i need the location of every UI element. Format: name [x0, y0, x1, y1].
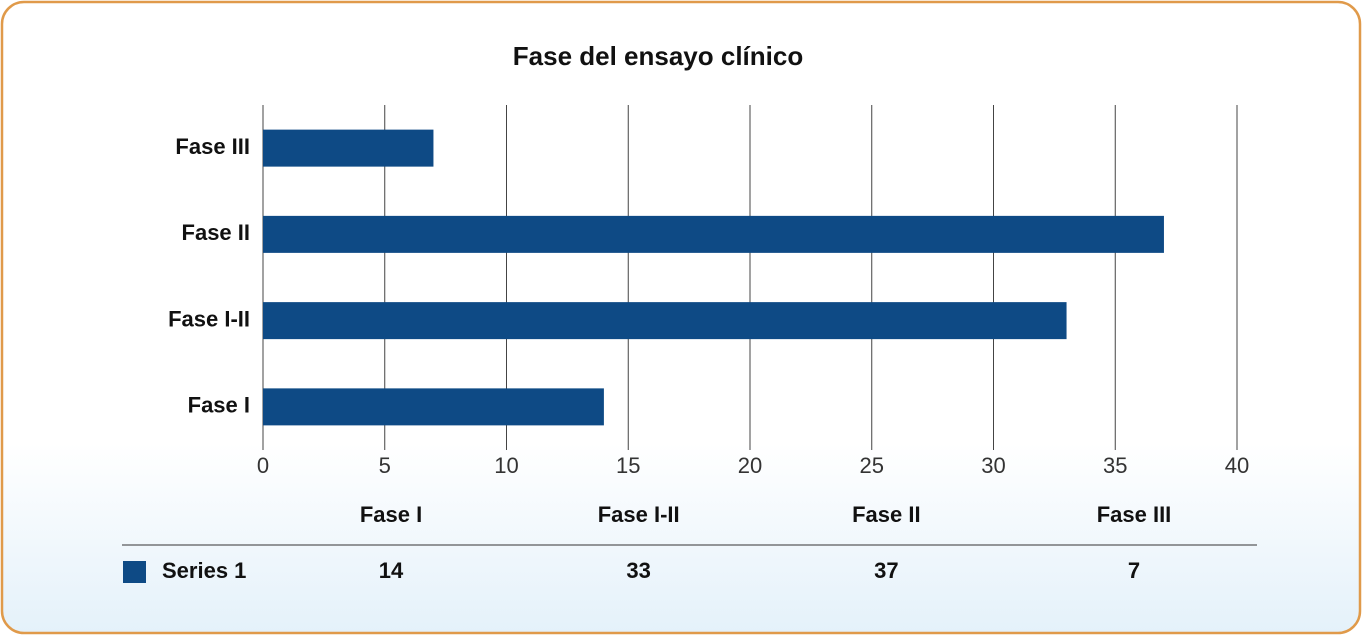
table-header: Fase II	[852, 502, 920, 527]
bar	[263, 129, 434, 167]
y-tick-label: Fase III	[175, 134, 250, 159]
x-tick-label: 20	[738, 453, 762, 478]
y-tick-label: Fase I	[188, 393, 250, 418]
table-header: Fase I-II	[598, 502, 680, 527]
bar	[263, 302, 1067, 340]
table-header: Fase III	[1097, 502, 1172, 527]
table-value: 33	[626, 558, 650, 583]
table-value: 37	[874, 558, 898, 583]
table-header: Fase I	[360, 502, 422, 527]
bar	[263, 388, 604, 426]
x-tick-label: 25	[860, 453, 884, 478]
x-tick-label: 30	[981, 453, 1005, 478]
table-value: 7	[1128, 558, 1140, 583]
bar	[263, 215, 1164, 253]
x-tick-label: 15	[616, 453, 640, 478]
x-tick-label: 40	[1225, 453, 1249, 478]
x-tick-label: 5	[379, 453, 391, 478]
legend-label: Series 1	[162, 558, 246, 583]
x-tick-label: 35	[1103, 453, 1127, 478]
x-tick-label: 0	[257, 453, 269, 478]
legend-swatch	[123, 561, 146, 583]
x-tick-label: 10	[494, 453, 518, 478]
table-value: 14	[379, 558, 404, 583]
chart-title: Fase del ensayo clínico	[513, 41, 803, 71]
y-tick-label: Fase II	[182, 220, 250, 245]
y-tick-label: Fase I-II	[168, 306, 250, 331]
